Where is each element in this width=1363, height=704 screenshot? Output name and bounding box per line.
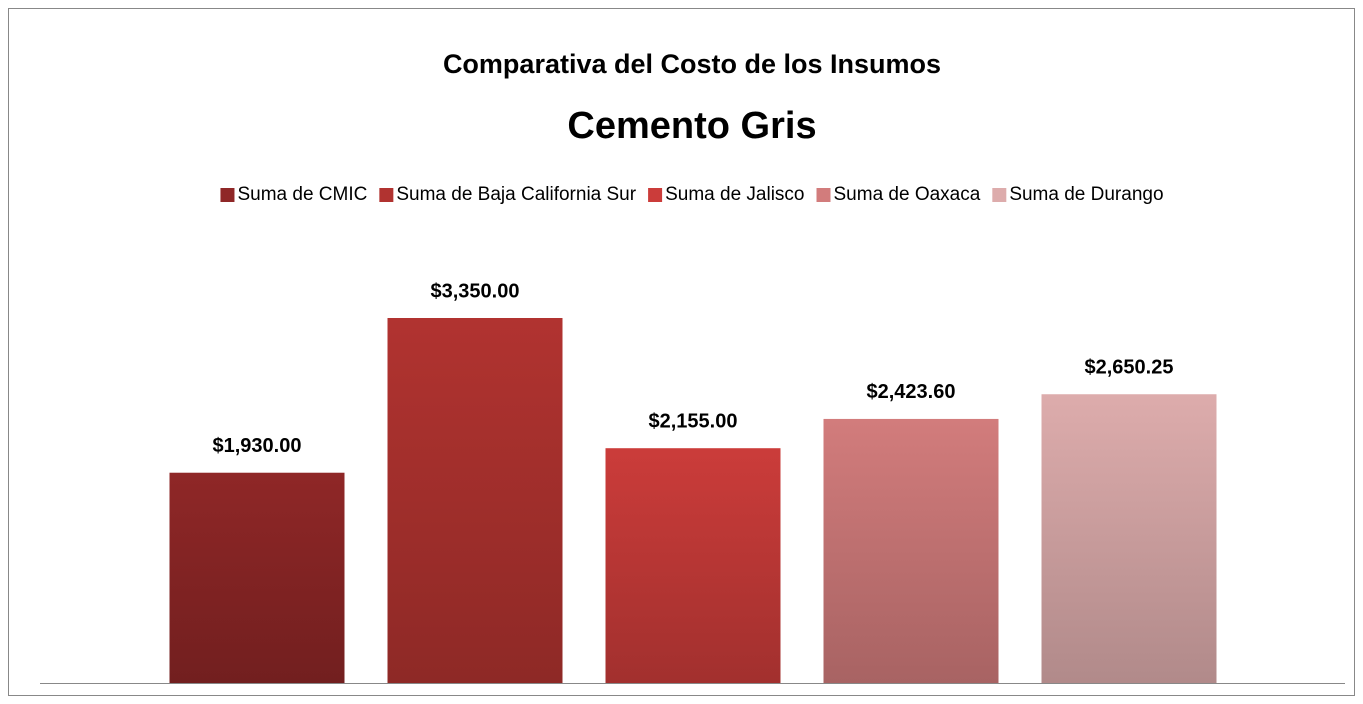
legend-swatch: [379, 188, 394, 202]
legend-swatch: [220, 188, 235, 202]
legend-label: Suma de Oaxaca: [834, 184, 981, 205]
bar: [605, 448, 781, 683]
chart-title: Comparativa del Costo de los Insumos: [443, 49, 941, 79]
data-label: $2,155.00: [649, 410, 738, 432]
legend-label: Suma de CMIC: [237, 184, 367, 205]
bar: [1041, 394, 1217, 683]
legend-swatch: [992, 188, 1007, 202]
data-label: $2,650.25: [1085, 357, 1174, 379]
legend-label: Suma de Jalisco: [665, 184, 804, 205]
legend-swatch: [816, 188, 831, 202]
data-label: $1,930.00: [213, 435, 302, 457]
bar: [823, 418, 999, 683]
data-label: $3,350.00: [431, 280, 520, 302]
legend-label: Suma de Durango: [1009, 184, 1163, 205]
bar: [169, 472, 345, 683]
data-label: $2,423.60: [867, 381, 956, 403]
chart-subtitle: Cemento Gris: [567, 105, 816, 147]
bar: [387, 318, 563, 683]
legend-label: Suma de Baja California Sur: [396, 184, 636, 205]
legend-swatch: [648, 188, 663, 202]
